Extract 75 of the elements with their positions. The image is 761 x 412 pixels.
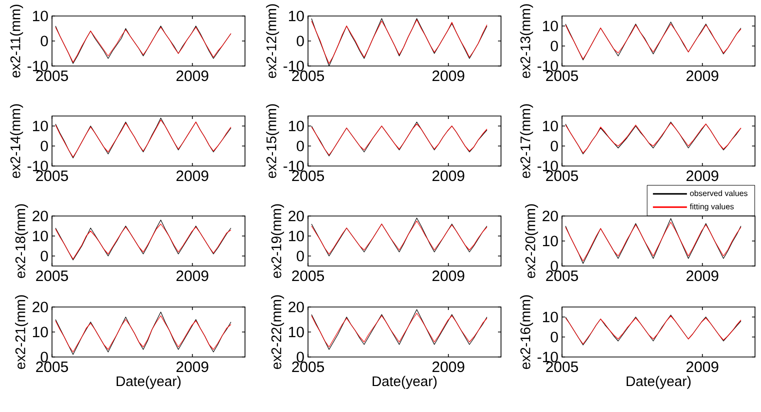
x-tick-label: 2009 [686,170,718,182]
y-tick-label: -10 [538,160,558,172]
y-axis-title: ex2-22(mm) [271,295,284,369]
x-tick-label: 2005 [546,170,578,182]
y-tick-label: 0 [40,36,48,46]
y-tick-label: -10 [538,352,558,362]
y-tick-label: 20 [288,302,304,312]
x-axis-title: Date(year) [626,376,691,389]
x-tick-label: 2005 [546,70,578,82]
y-tick-label: 20 [32,302,48,312]
y-tick-label: 0 [296,140,304,152]
x-tick-label: 2005 [36,270,68,282]
x-tick-label: 2009 [686,70,718,82]
x-tick-label: 2005 [546,270,578,282]
y-tick-label: 10 [33,10,48,22]
y-tick-label: 20 [542,210,558,222]
x-tick-label: 2009 [686,362,718,372]
y-axis-title: ex2-12(mm) [266,4,280,78]
y-tick-label: 20 [288,210,304,222]
y-axis-title: ex2-18(mm) [15,204,28,278]
y-tick-label: 10 [289,326,304,338]
x-axis-title: Date(year) [116,376,181,389]
y-tick-label: 0 [550,332,558,342]
y-axis-title: ex2-17(mm) [520,104,534,178]
y-tick-label: 10 [289,120,304,132]
y-tick-label: 0 [296,250,304,262]
x-tick-label: 2005 [36,70,68,82]
y-tick-label: 0 [40,140,48,152]
x-tick-label: 2009 [686,270,718,282]
x-tick-label: 2009 [432,362,464,372]
y-axis-title: ex2-21(mm) [15,295,28,369]
y-tick-label: 10 [33,120,48,132]
x-tick-label: 2009 [432,170,464,182]
y-tick-label: 0 [40,352,48,362]
x-tick-label: 2009 [176,362,208,372]
y-axis-title: ex2-14(mm) [10,104,24,178]
y-tick-label: 10 [33,326,48,338]
x-tick-label: 2005 [292,70,324,82]
y-axis-title: ex2-20(mm) [525,204,538,278]
x-tick-label: 2009 [432,70,464,82]
x-axis-title: Date(year) [372,376,437,389]
y-tick-label: -10 [538,60,558,72]
x-tick-label: 2005 [546,362,578,372]
y-tick-label: 10 [543,312,558,322]
y-tick-label: 10 [543,20,558,32]
x-tick-label: 2009 [176,270,208,282]
x-tick-label: 2009 [176,170,208,182]
x-tick-label: 2005 [36,170,68,182]
y-axis-title: ex2-16(mm) [520,295,534,369]
y-tick-label: 10 [33,230,48,242]
y-tick-label: 10 [543,236,558,246]
y-tick-label: 0 [40,250,48,262]
y-axis-title: ex2-11(mm) [10,4,24,78]
y-tick-label: -10 [28,60,48,72]
x-tick-label: 2005 [292,362,324,372]
y-tick-label: 0 [550,40,558,52]
y-tick-label: 0 [550,140,558,152]
y-tick-label: 0 [550,260,558,272]
x-tick-label: 2005 [36,362,68,372]
y-tick-label: 0 [296,352,304,362]
x-tick-label: 2005 [292,270,324,282]
y-tick-label: -10 [284,160,304,172]
y-tick-label: 10 [543,120,558,132]
y-axis-title: ex2-13(mm) [520,4,534,78]
y-tick-label: 20 [32,210,48,222]
y-axis-title: ex2-19(mm) [271,204,284,278]
y-tick-label: -10 [284,60,304,72]
y-tick-label: 10 [289,230,304,242]
y-tick-label: 0 [296,36,304,46]
x-tick-label: 2009 [432,270,464,282]
x-tick-label: 2005 [292,170,324,182]
y-axis-title: ex2-15(mm) [266,104,280,178]
y-tick-label: -10 [28,160,48,172]
x-tick-label: 2009 [176,70,208,82]
y-tick-label: 10 [289,10,304,22]
